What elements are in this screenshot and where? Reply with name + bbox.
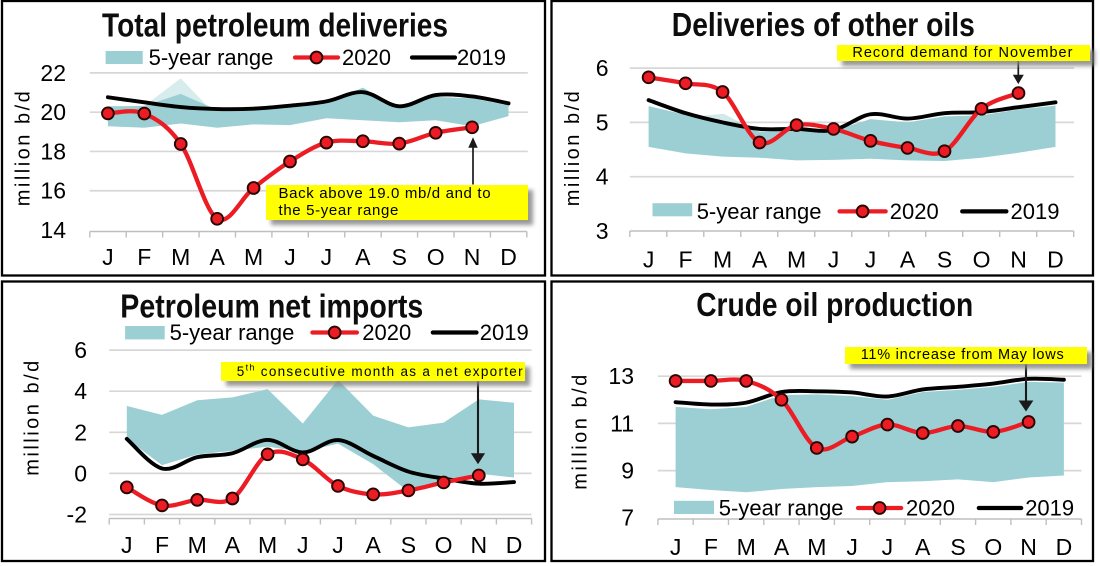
svg-text:J: J [846, 534, 858, 560]
svg-text:2020: 2020 [342, 45, 391, 70]
svg-text:5-year range: 5-year range [170, 320, 295, 345]
svg-text:million b/d: million b/d [22, 358, 44, 476]
svg-text:J: J [828, 247, 840, 273]
svg-text:J: J [865, 247, 877, 273]
svg-text:J: J [121, 532, 133, 558]
svg-text:5-year range: 5-year range [719, 496, 844, 521]
svg-text:2: 2 [74, 419, 87, 445]
svg-text:A: A [774, 534, 790, 560]
svg-text:A: A [915, 534, 931, 560]
svg-text:J: J [332, 532, 344, 558]
svg-text:million b/d: million b/d [13, 89, 35, 207]
svg-text:M: M [787, 247, 806, 273]
svg-text:Petroleum net imports: Petroleum net imports [120, 288, 423, 325]
svg-text:2019: 2019 [1011, 199, 1060, 224]
svg-text:M: M [737, 534, 756, 560]
svg-text:14: 14 [40, 217, 66, 243]
svg-text:F: F [155, 532, 169, 558]
svg-text:A: A [209, 244, 225, 270]
svg-text:N: N [1010, 247, 1027, 273]
svg-text:D: D [1056, 534, 1073, 560]
svg-text:J: J [321, 244, 333, 270]
svg-text:9: 9 [621, 458, 634, 484]
svg-text:11: 11 [610, 410, 634, 436]
svg-text:2020: 2020 [890, 199, 939, 224]
svg-text:A: A [752, 247, 768, 273]
svg-text:N: N [1020, 534, 1037, 560]
svg-text:S: S [950, 534, 965, 560]
svg-text:O: O [435, 532, 453, 558]
svg-text:M: M [713, 247, 732, 273]
svg-text:A: A [225, 532, 241, 558]
svg-text:million b/d: million b/d [562, 89, 584, 207]
svg-text:J: J [297, 532, 309, 558]
svg-text:4: 4 [596, 164, 609, 190]
svg-text:6: 6 [596, 55, 609, 81]
svg-text:2020: 2020 [906, 496, 955, 521]
svg-text:O: O [984, 534, 1002, 560]
svg-text:0: 0 [74, 460, 87, 486]
svg-text:S: S [392, 244, 407, 270]
svg-text:S: S [401, 532, 416, 558]
svg-text:J: J [643, 247, 655, 273]
svg-text:4: 4 [74, 378, 87, 404]
svg-text:S: S [937, 247, 952, 273]
svg-text:A: A [366, 532, 382, 558]
svg-text:2019: 2019 [457, 45, 506, 70]
svg-text:million b/d: million b/d [570, 372, 592, 490]
svg-text:N: N [464, 244, 481, 270]
svg-text:7: 7 [621, 505, 634, 531]
svg-text:Deliveries of other oils: Deliveries of other oils [672, 6, 975, 43]
svg-text:F: F [137, 244, 151, 270]
svg-text:A: A [355, 244, 371, 270]
svg-text:Crude oil production: Crude oil production [696, 286, 973, 323]
svg-text:J: J [284, 244, 296, 270]
svg-text:5-year range: 5-year range [697, 199, 822, 224]
svg-text:5-year range: 5-year range [149, 45, 274, 70]
svg-text:2019: 2019 [1025, 496, 1074, 521]
svg-text:5: 5 [596, 109, 609, 135]
svg-text:M: M [171, 244, 190, 270]
svg-text:J: J [102, 244, 114, 270]
svg-text:18: 18 [40, 138, 66, 164]
svg-text:16: 16 [40, 178, 66, 204]
svg-text:22: 22 [40, 60, 66, 86]
svg-text:M: M [188, 532, 207, 558]
svg-text:M: M [258, 532, 277, 558]
svg-text:2019: 2019 [480, 320, 529, 345]
svg-text:D: D [1047, 247, 1064, 273]
svg-text:D: D [500, 244, 517, 270]
svg-text:F: F [704, 534, 718, 560]
svg-text:20: 20 [40, 99, 66, 125]
svg-text:O: O [973, 247, 991, 273]
svg-text:3: 3 [596, 218, 609, 244]
svg-text:2020: 2020 [362, 320, 411, 345]
svg-text:J: J [670, 534, 682, 560]
svg-text:A: A [900, 247, 916, 273]
svg-text:6: 6 [74, 337, 87, 363]
svg-text:-2: -2 [67, 502, 87, 528]
svg-text:M: M [807, 534, 826, 560]
svg-text:D: D [506, 532, 523, 558]
svg-text:Total petroleum deliveries: Total petroleum deliveries [102, 6, 448, 43]
svg-text:F: F [679, 247, 693, 273]
svg-text:O: O [427, 244, 445, 270]
svg-text:N: N [470, 532, 487, 558]
svg-text:M: M [244, 244, 263, 270]
svg-text:J: J [882, 534, 894, 560]
svg-text:13: 13 [608, 363, 634, 389]
